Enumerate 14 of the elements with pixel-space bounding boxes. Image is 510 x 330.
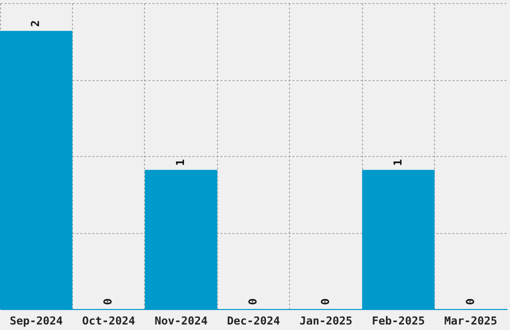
x-tick-label: Oct-2024 (82, 314, 136, 328)
x-tick-label: Feb-2025 (372, 314, 425, 328)
x-tick-label: Sep-2024 (10, 314, 64, 328)
data-label: 1 (391, 158, 404, 166)
data-label: 1 (174, 158, 188, 166)
x-tick-label: Nov-2024 (154, 314, 208, 328)
x-tick-label: Jan-2025 (299, 314, 352, 328)
data-label: 0 (102, 298, 115, 305)
x-tick-label: Mar-2025 (444, 314, 498, 328)
data-label: 2 (29, 20, 42, 27)
data-label: 0 (318, 298, 332, 305)
x-tick-label: Dec-2024 (227, 314, 280, 328)
data-label: 0 (246, 298, 260, 305)
data-label: 0 (464, 298, 477, 305)
